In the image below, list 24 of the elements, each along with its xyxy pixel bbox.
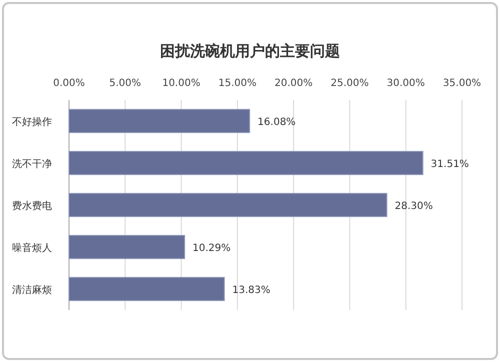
- bar: [68, 234, 186, 260]
- y-tick-label: 洗不干净: [12, 158, 52, 170]
- x-tick-label: 5.00%: [109, 78, 142, 89]
- x-tick-label: 20.00%: [274, 78, 313, 89]
- x-tick-label: 0.00%: [53, 78, 85, 89]
- bar: [68, 192, 388, 218]
- y-tick-label: 噪音烦人: [12, 242, 52, 254]
- x-tick-label: 30.00%: [386, 78, 425, 89]
- bar: [68, 276, 225, 302]
- data-label: 10.29%: [192, 243, 231, 254]
- x-tick-label: 10.00%: [162, 78, 200, 89]
- chart-title: 困扰洗碗机用户的主要问题: [160, 42, 340, 60]
- data-label: 28.30%: [394, 201, 433, 212]
- y-tick-label: 不好操作: [12, 116, 52, 128]
- data-label: 16.08%: [258, 117, 296, 128]
- bar: [68, 108, 250, 134]
- x-tick-label: 15.00%: [218, 78, 256, 89]
- y-tick-label: 清洁麻烦: [12, 284, 52, 296]
- data-label: 13.83%: [232, 285, 270, 296]
- x-tick-label: 35.00%: [442, 78, 482, 89]
- data-label: 31.51%: [430, 159, 469, 170]
- y-tick-label: 费水费电: [12, 200, 52, 212]
- bar: [68, 150, 424, 176]
- x-tick-label: 25.00%: [330, 78, 369, 89]
